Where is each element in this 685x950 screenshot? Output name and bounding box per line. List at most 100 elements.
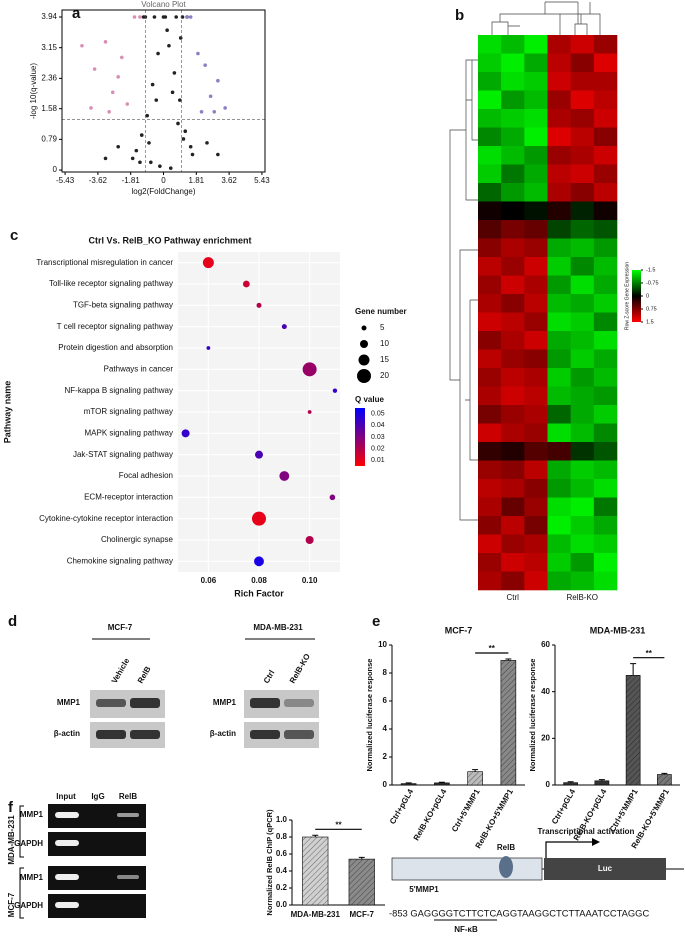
point [158,164,162,168]
heatmap-cell [478,405,502,424]
heatmap-cell [501,294,525,313]
promoter-schematic: Luc RelB Transcriptional activation 5'MM… [389,827,684,934]
y-tick-label: ECM-receptor interaction [84,492,173,501]
y-tick-label: Chemokine signaling pathway [67,556,173,565]
heatmap-cell [478,312,502,332]
heatmap-cell [547,442,571,461]
colorbar-tick-label: 1.5 [646,319,654,325]
point [203,63,207,67]
point [147,141,151,145]
point [116,75,120,79]
heatmap-cell [501,53,525,73]
error-bar [661,772,668,775]
heatmap-cell [478,275,502,295]
dendrogram [491,1,601,35]
band [55,902,79,908]
y-tick-label: mTOR signaling pathway [84,407,173,416]
x-tick-label: RelB-KO+5'MMP1 [474,787,516,850]
heatmap-cell [524,275,548,295]
bubble [202,257,214,269]
heatmap-cell [593,183,618,202]
heatmap-cell [478,238,502,258]
heatmap-cell [478,35,502,54]
y-tick-label: 3.15 [41,43,57,52]
point [188,144,193,149]
heatmap-cell [478,368,502,387]
heatmap-cell [524,312,548,332]
western-blot: MCF-7 Vehicle RelB MMP1 β-actin MDA-MB-2… [54,623,319,748]
heatmap-cell [570,238,595,258]
heatmap-cell [547,109,571,128]
y-tick-label: Transcriptional misregulation in cancer [36,258,173,267]
colorbar [355,408,365,466]
heatmap-cell [478,571,502,591]
x-tick-label: 0.10 [302,576,318,585]
heatmap-cell [524,127,548,147]
cell-line: MDA-MB-231 [7,815,16,865]
heatmap-cell [547,497,571,517]
y-tick-label: Protein digestion and absorption [58,343,173,352]
legend-title: Gene number [355,307,407,316]
significance-label: ** [335,820,342,829]
heatmap-cell [478,294,502,313]
bubble [302,362,317,377]
lane-label: Vehicle [110,656,132,685]
point [141,15,146,19]
heatmap-cell [524,53,548,73]
x-axis-label: log2(FoldChange) [131,187,195,196]
point [172,71,177,75]
heatmap-cell [524,405,548,424]
heatmap-cell [478,349,502,369]
chart-title: Ctrl Vs. RelB_KO Pathway enrichment [88,235,251,245]
heatmap-cell [547,35,571,54]
heatmap-cell [501,257,525,276]
heatmap-cell [547,257,571,276]
band-label: MMP1 [57,698,81,707]
heatmap-cell [478,201,502,221]
bar [434,782,450,786]
x-tick-label: Ctrl+pGL4 [388,787,416,826]
panel-label: a [72,5,81,22]
heatmap-cell [593,405,618,424]
heatmap-cell [478,72,502,91]
point [138,15,142,19]
lane-label: Input [56,792,76,801]
promoter-label: 5'MMP1 [409,885,439,894]
heatmap-cell [593,423,618,443]
heatmap-cell [593,109,618,128]
point [163,15,168,19]
legend-bubble [357,369,371,383]
y-axis-label: Normalized luciferase response [528,659,537,772]
dendrogram [449,59,478,521]
y-tick-label: 0 [383,780,388,789]
band [55,840,79,846]
bar-hatch [348,859,375,905]
band-label: GAPDH [14,839,43,848]
heatmap-cell [501,164,525,184]
heatmap-cell [478,534,502,554]
heatmap-cell [501,35,525,54]
heatmap-cell [547,294,571,313]
heatmap-cell [593,201,618,221]
band [96,699,126,707]
y-tick-label: 0.4 [276,866,288,875]
heatmap-cell [570,442,595,461]
band [117,813,139,817]
column-label: Ctrl [507,593,520,602]
heatmap-cell [478,90,502,110]
chart-title: MDA-MB-231 [590,625,646,635]
heatmap-cell [570,516,595,535]
heatmap-cell [501,146,525,165]
y-tick-label: NF-kappa B signaling pathway [64,386,173,395]
heatmap-cell [501,312,525,332]
lane-label: RelB [136,665,153,685]
heatmap-cell [547,146,571,165]
bubble [252,511,266,526]
y-tick-label: 3.94 [41,12,57,21]
colorbar-tick-label: 0.01 [371,457,385,464]
heatmap-cell [524,534,548,554]
x-tick-label: MDA-MB-231 [291,910,341,919]
heatmap-cell [478,53,502,73]
activation-label: Transcriptional activation [538,827,635,836]
